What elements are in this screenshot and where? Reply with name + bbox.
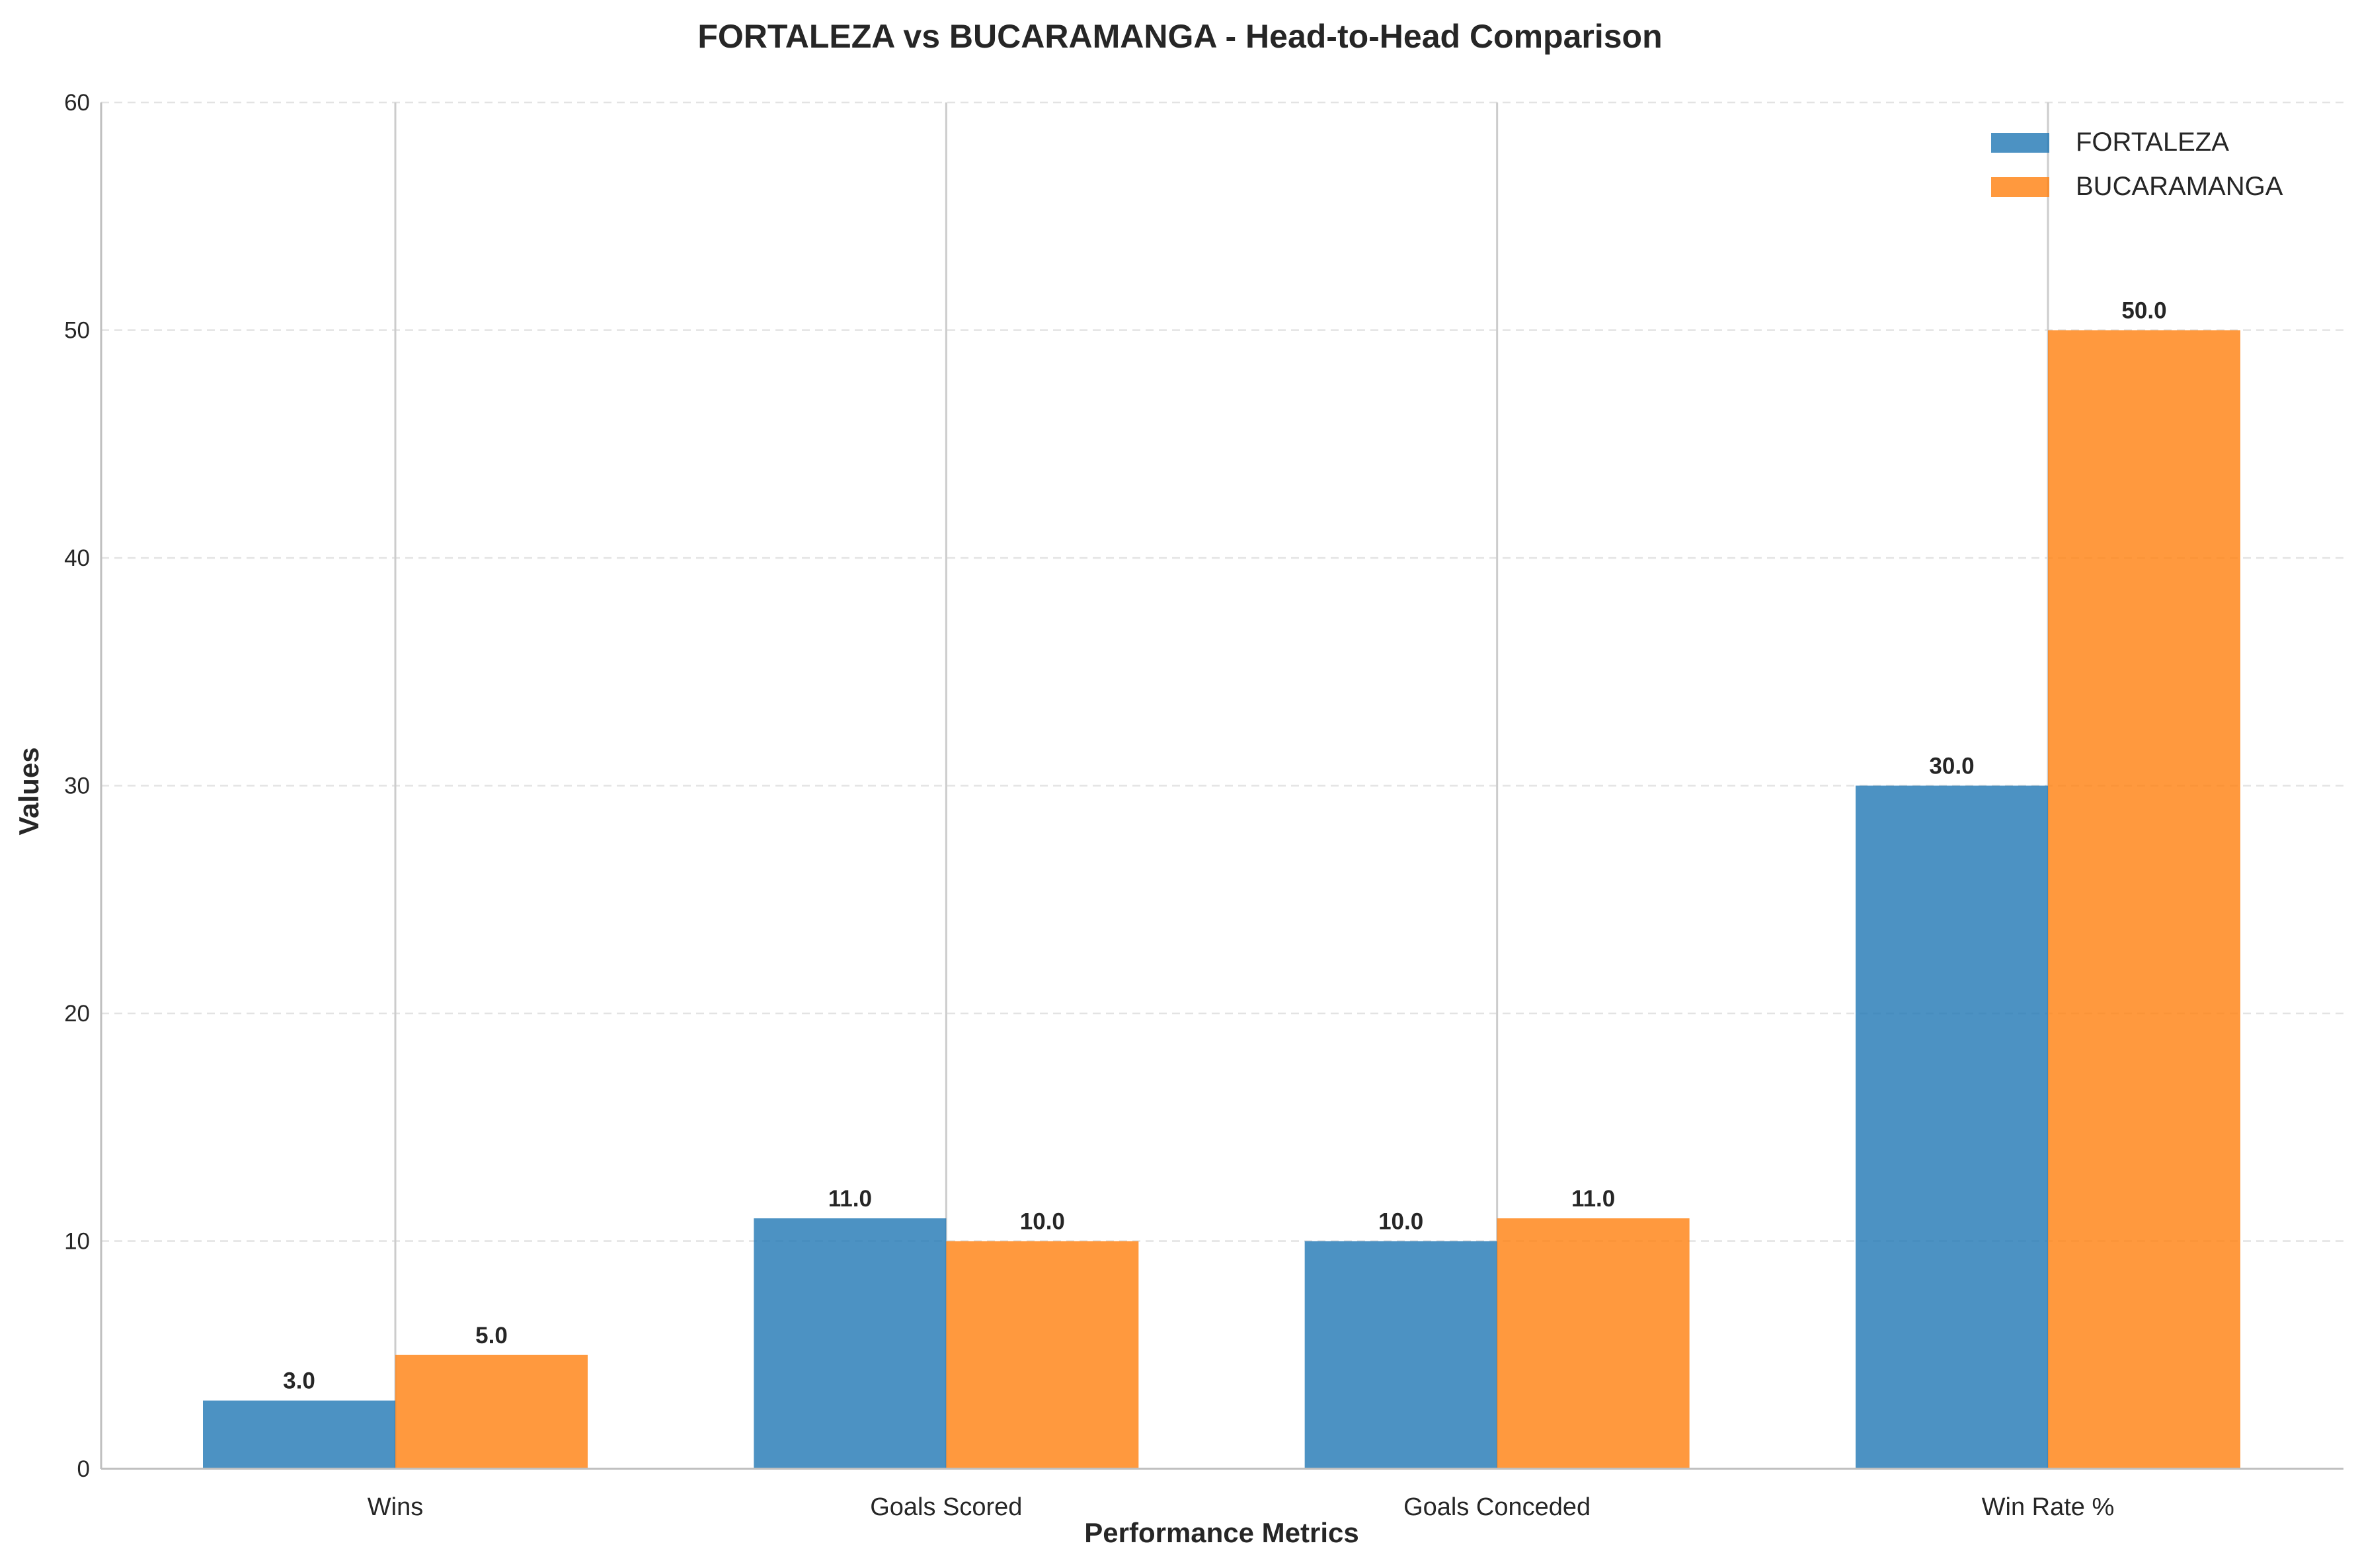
chart-title: FORTALEZA vs BUCARAMANGA - Head-to-Head …: [697, 18, 1662, 55]
y-axis-label: Values: [13, 747, 44, 835]
x-tick-label: Goals Scored: [870, 1493, 1022, 1521]
data-labels: 3.0 11.0 10.0 30.0 5.0 10.0 11.0 50.0: [283, 298, 2166, 1394]
x-axis-label: Performance Metrics: [1084, 1517, 1359, 1548]
legend-swatch: [1991, 133, 2049, 153]
bar: [2047, 330, 2240, 1469]
bar: [1304, 1241, 1497, 1469]
y-tick-label: 60: [64, 90, 90, 116]
legend-label: BUCARAMANGA: [2076, 172, 2283, 201]
data-label: 30.0: [1929, 754, 1974, 779]
y-tick-label: 50: [64, 318, 90, 344]
data-label: 11.0: [1571, 1186, 1615, 1212]
data-label: 10.0: [1020, 1209, 1065, 1235]
y-tick-label: 30: [64, 773, 90, 799]
data-label: 50.0: [2121, 298, 2166, 324]
legend-swatch: [1991, 177, 2049, 197]
y-tick-label: 40: [64, 545, 90, 571]
y-tick-label: 20: [64, 1001, 90, 1027]
bar: [395, 1354, 588, 1469]
data-label: 5.0: [475, 1323, 508, 1349]
legend: FORTALEZA BUCARAMANGA: [1991, 128, 2283, 201]
x-tick-label: Goals Conceded: [1403, 1493, 1591, 1521]
y-tick-label: 0: [77, 1456, 90, 1482]
bar: [754, 1218, 947, 1469]
x-axis-ticks: Wins Goals Scored Goals Conceded Win Rate %: [368, 1493, 2115, 1521]
data-label: 11.0: [828, 1186, 872, 1212]
bar: [203, 1400, 395, 1469]
bar: [1855, 785, 2048, 1469]
bar: [1497, 1218, 1690, 1469]
data-label: 3.0: [283, 1368, 315, 1394]
y-tick-label: 10: [64, 1229, 90, 1255]
x-tick-label: Wins: [368, 1493, 423, 1521]
y-axis-ticks: 0 10 20 30 40 50 60: [64, 90, 90, 1482]
data-label: 10.0: [1378, 1209, 1423, 1235]
bar: [946, 1241, 1139, 1469]
legend-label: FORTALEZA: [2076, 128, 2229, 157]
bars: [203, 330, 2240, 1469]
x-tick-label: Win Rate %: [1982, 1493, 2115, 1521]
